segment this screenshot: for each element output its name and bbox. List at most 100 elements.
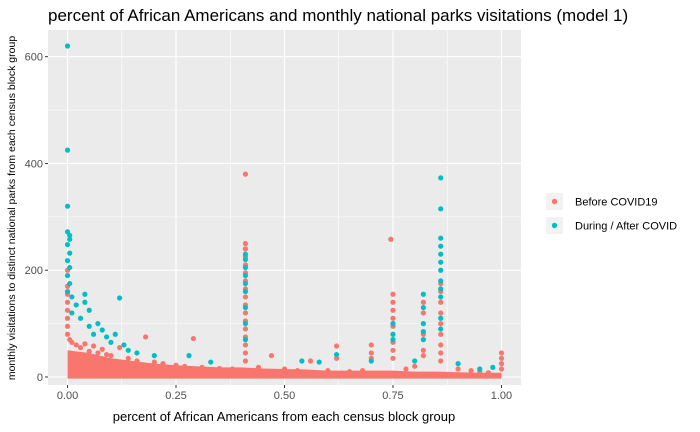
- point-during-after-covid: [69, 294, 75, 300]
- point-before-covid: [242, 350, 249, 356]
- y-tick-label: 200: [25, 265, 43, 277]
- point-before-covid: [390, 355, 396, 361]
- point-during-after-covid: [73, 302, 79, 308]
- point-before-covid: [125, 355, 131, 361]
- point-during-after-covid: [420, 329, 426, 335]
- point-during-after-covid: [299, 358, 305, 364]
- point-during-after-covid: [208, 359, 214, 365]
- point-before-covid: [229, 366, 236, 372]
- point-during-after-covid: [368, 358, 374, 364]
- point-during-after-covid: [438, 278, 444, 284]
- point-before-covid: [86, 348, 92, 354]
- point-during-after-covid: [64, 288, 71, 295]
- x-tick-label: 0.25: [165, 390, 186, 402]
- point-during-after-covid: [438, 326, 444, 332]
- point-before-covid: [420, 347, 426, 353]
- point-during-after-covid: [86, 307, 92, 313]
- point-before-covid: [64, 315, 71, 321]
- point-during-after-covid: [455, 361, 461, 367]
- point-during-after-covid: [438, 175, 444, 181]
- point-before-covid: [346, 369, 353, 375]
- point-during-after-covid: [438, 294, 444, 300]
- x-tick-label: 1.00: [491, 390, 512, 402]
- point-before-covid: [333, 343, 340, 349]
- point-before-covid: [242, 358, 249, 364]
- point-during-after-covid: [64, 147, 71, 153]
- legend: Before COVID19 During / After COVID: [546, 193, 677, 234]
- point-during-after-covid: [438, 315, 444, 321]
- point-during-after-covid: [242, 272, 249, 279]
- point-during-after-covid: [242, 264, 249, 271]
- point-before-covid: [420, 299, 426, 305]
- point-before-covid: [390, 307, 396, 313]
- point-before-covid: [468, 367, 474, 374]
- point-before-covid: [281, 366, 288, 372]
- y-axis-ticks: 0 200 400 600: [25, 52, 48, 384]
- point-before-covid: [455, 366, 461, 372]
- point-before-covid: [403, 366, 409, 372]
- point-during-after-covid: [64, 203, 71, 209]
- point-during-after-covid: [86, 323, 92, 329]
- point-before-covid: [498, 361, 505, 367]
- dense-band-layer: [67, 350, 502, 379]
- point-during-after-covid: [438, 267, 444, 273]
- point-during-after-covid: [67, 280, 73, 287]
- point-before-covid: [325, 367, 331, 374]
- point-before-covid: [134, 358, 140, 364]
- point-before-covid: [438, 299, 444, 305]
- x-tick-label: 0.00: [57, 390, 78, 402]
- x-axis-title: percent of African Americans from each c…: [113, 409, 456, 424]
- point-during-after-covid: [438, 286, 444, 292]
- point-before-covid: [190, 335, 196, 342]
- point-during-after-covid: [242, 280, 249, 287]
- point-before-covid: [242, 240, 249, 247]
- point-before-covid: [182, 363, 188, 369]
- point-before-covid: [143, 334, 149, 340]
- point-before-covid: [390, 291, 396, 297]
- point-before-covid: [360, 367, 366, 374]
- point-before-covid: [242, 326, 249, 332]
- point-during-after-covid: [67, 232, 73, 239]
- point-during-after-covid: [112, 331, 118, 337]
- point-before-covid: [438, 310, 444, 316]
- legend-key-during: [551, 222, 558, 229]
- point-before-covid: [82, 341, 88, 347]
- point-during-after-covid: [420, 304, 426, 311]
- point-during-after-covid: [242, 321, 249, 327]
- point-during-after-covid: [95, 321, 101, 327]
- point-before-covid: [64, 307, 71, 313]
- point-before-covid: [199, 364, 205, 370]
- point-before-covid: [268, 353, 275, 359]
- point-during-after-covid: [82, 299, 88, 305]
- point-during-after-covid: [390, 321, 396, 327]
- legend-label-before: Before COVID19: [575, 197, 658, 209]
- point-during-after-covid: [99, 327, 105, 333]
- point-during-after-covid: [151, 353, 157, 359]
- point-during-after-covid: [67, 236, 73, 242]
- point-before-covid: [390, 315, 396, 321]
- point-during-after-covid: [134, 350, 140, 356]
- point-during-after-covid: [390, 331, 396, 337]
- point-during-after-covid: [438, 235, 444, 241]
- point-before-covid: [242, 342, 249, 348]
- point-during-after-covid: [438, 259, 444, 265]
- point-during-after-covid: [438, 251, 444, 257]
- point-before-covid: [368, 342, 374, 348]
- point-before-covid: [390, 299, 396, 305]
- point-during-after-covid: [67, 264, 73, 271]
- point-before-covid: [438, 342, 444, 348]
- point-during-after-covid: [64, 43, 71, 49]
- point-before-covid: [388, 236, 394, 242]
- point-during-after-covid: [420, 291, 426, 297]
- point-before-covid: [420, 353, 426, 359]
- legend-label-during: During / After COVID: [575, 221, 677, 233]
- point-before-covid: [160, 361, 166, 367]
- x-tick-label: 0.50: [274, 390, 295, 402]
- point-before-covid: [64, 323, 71, 329]
- point-during-after-covid: [242, 288, 249, 295]
- point-before-covid: [333, 355, 340, 361]
- legend-key-before: [551, 198, 558, 205]
- point-during-after-covid: [125, 347, 131, 353]
- point-during-after-covid: [477, 366, 483, 372]
- point-before-covid: [242, 171, 249, 177]
